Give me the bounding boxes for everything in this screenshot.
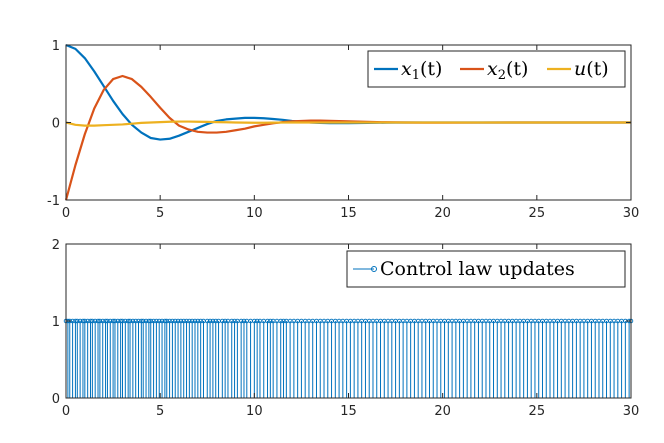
update-marker bbox=[120, 318, 125, 324]
update-marker bbox=[143, 318, 149, 324]
update-marker bbox=[140, 318, 146, 324]
update-marker bbox=[198, 318, 203, 324]
update-marker bbox=[195, 318, 201, 324]
update-marker bbox=[77, 318, 83, 324]
update-marker bbox=[133, 318, 138, 324]
x-tick-label: 10 bbox=[246, 404, 263, 419]
y-tick-label: 0 bbox=[52, 117, 60, 132]
update-marker bbox=[241, 318, 247, 324]
bottom-legend: Control law updates bbox=[346, 250, 626, 288]
legend-swatch-updates-marker bbox=[371, 266, 377, 272]
top-legend: x1(t) x2(t) u(t) bbox=[367, 50, 626, 88]
update-marker bbox=[238, 318, 244, 324]
update-marker bbox=[75, 318, 80, 324]
x-tick-label: 10 bbox=[246, 206, 263, 221]
legend-label-x2: x2(t) bbox=[487, 58, 528, 83]
update-marker bbox=[222, 318, 228, 324]
x-tick-label: 20 bbox=[434, 404, 451, 419]
bottom-axes: 0 5 10 15 20 25 30 0 1 2 Control law updates bbox=[52, 238, 640, 419]
top-series-group bbox=[64, 43, 631, 201]
update-marker bbox=[220, 318, 225, 324]
update-marker bbox=[127, 318, 133, 324]
top-axes: 0 5 10 15 20 25 30-101 x1(t) x2(t) u(t) bbox=[47, 39, 639, 221]
update-marker bbox=[112, 318, 118, 324]
top-legend-box bbox=[367, 50, 626, 88]
update-marker bbox=[136, 318, 141, 324]
update-marker bbox=[213, 318, 218, 324]
legend-label-x1: x1(t) bbox=[401, 58, 442, 83]
update-marker bbox=[210, 318, 216, 324]
x-tick-label: 25 bbox=[529, 404, 546, 419]
x-tick-label: 0 bbox=[62, 404, 70, 419]
update-marker bbox=[187, 318, 192, 324]
update-marker bbox=[90, 318, 95, 324]
update-marker bbox=[268, 318, 273, 324]
update-marker bbox=[148, 318, 153, 324]
update-marker bbox=[97, 318, 103, 324]
update-marker bbox=[108, 318, 113, 324]
series-line-3 bbox=[65, 120, 631, 127]
x-tick-label: 5 bbox=[156, 206, 164, 221]
y-tick-label: 1 bbox=[52, 315, 60, 330]
x-tick-label: 15 bbox=[340, 206, 357, 221]
bottom-series-group bbox=[63, 318, 634, 398]
update-marker bbox=[189, 318, 195, 324]
update-marker bbox=[92, 318, 98, 324]
update-marker bbox=[192, 318, 198, 324]
update-marker bbox=[115, 318, 121, 324]
legend-label-u: u(t) bbox=[574, 58, 609, 80]
y-tick-label: 0 bbox=[52, 392, 60, 407]
update-marker bbox=[154, 318, 159, 324]
bottom-ticks: 0 5 10 15 20 25 30 0 1 2 bbox=[52, 238, 640, 419]
update-marker bbox=[181, 318, 186, 324]
update-marker bbox=[278, 318, 283, 324]
x-tick-label: 15 bbox=[340, 404, 357, 419]
update-marker bbox=[82, 318, 88, 324]
update-marker bbox=[175, 318, 181, 324]
update-marker bbox=[151, 318, 156, 324]
update-marker bbox=[252, 318, 257, 324]
y-tick-label: -1 bbox=[47, 194, 60, 209]
top-ticks: 0 5 10 15 20 25 30-101 bbox=[47, 39, 639, 221]
legend-label-updates: Control law updates bbox=[380, 258, 575, 280]
update-marker bbox=[156, 318, 162, 324]
update-marker bbox=[204, 318, 210, 324]
update-marker bbox=[105, 318, 110, 324]
x-tick-label: 25 bbox=[529, 206, 546, 221]
update-marker bbox=[159, 318, 165, 324]
y-tick-label: 1 bbox=[52, 39, 60, 54]
update-marker bbox=[85, 318, 90, 324]
update-marker bbox=[164, 318, 170, 324]
x-tick-label: 5 bbox=[156, 404, 164, 419]
bottom-legend-box bbox=[346, 250, 626, 288]
update-marker bbox=[232, 318, 237, 324]
update-marker bbox=[130, 318, 136, 324]
x-tick-label: 0 bbox=[62, 206, 70, 221]
update-marker bbox=[100, 318, 105, 324]
update-marker bbox=[167, 318, 172, 324]
update-marker bbox=[184, 318, 189, 324]
update-marker bbox=[172, 318, 178, 324]
update-marker bbox=[207, 318, 213, 324]
y-tick-label: 2 bbox=[52, 238, 60, 253]
update-marker bbox=[178, 318, 184, 324]
x-tick-label: 20 bbox=[434, 206, 451, 221]
update-marker bbox=[170, 318, 175, 324]
update-marker bbox=[254, 318, 260, 324]
update-marker bbox=[281, 318, 286, 324]
update-marker bbox=[123, 318, 128, 324]
x-tick-label: 30 bbox=[623, 206, 640, 221]
x-tick-label: 30 bbox=[623, 404, 640, 419]
update-marker bbox=[229, 318, 234, 324]
update-marker bbox=[265, 318, 270, 324]
